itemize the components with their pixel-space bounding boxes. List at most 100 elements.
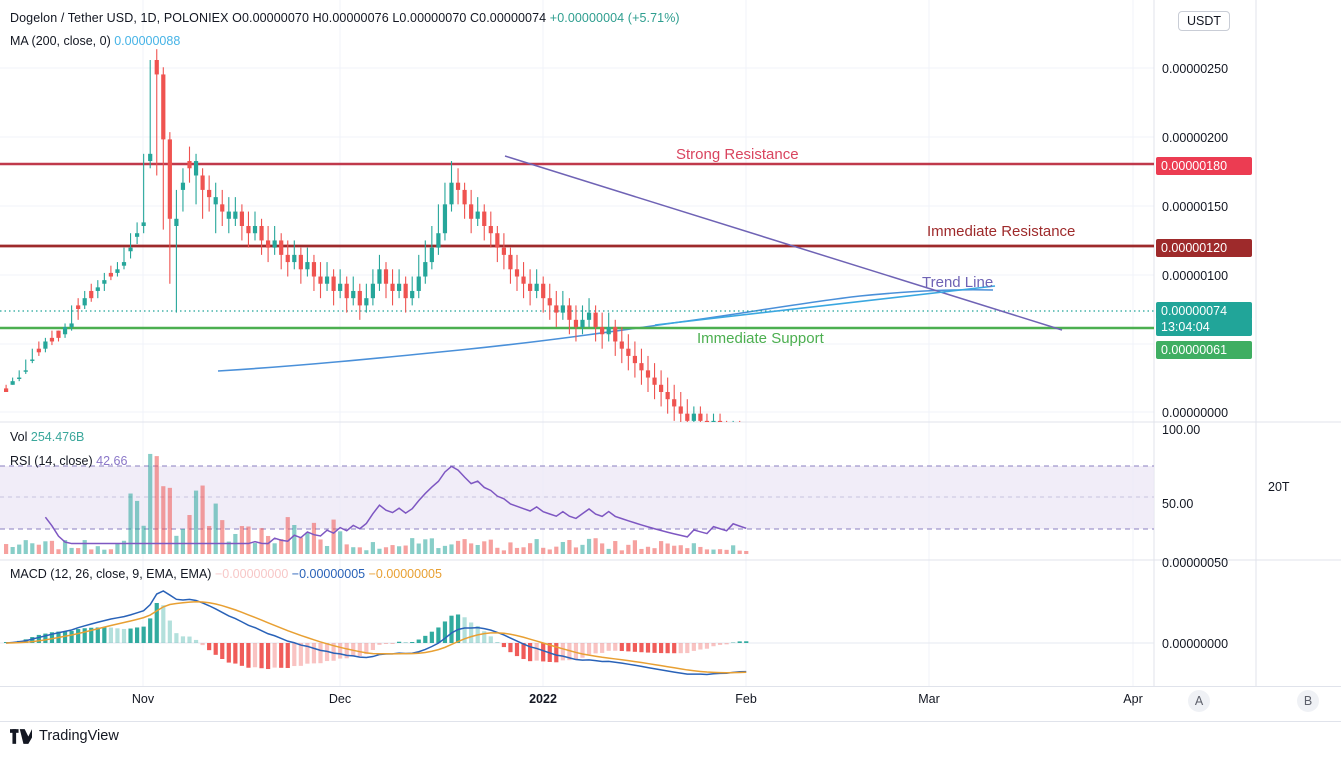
candle-body	[514, 269, 520, 277]
macd-label[interactable]: MACD (12, 26, close, 9, EMA, EMA)	[10, 567, 212, 581]
volume-bar	[239, 526, 244, 554]
volume-bar	[429, 538, 434, 554]
macd-histogram-bar	[148, 618, 153, 643]
macd-histogram-bar	[187, 636, 192, 643]
candle-body	[370, 283, 375, 299]
annotation-strong-resistance: Strong Resistance	[676, 146, 799, 163]
volume-bar	[691, 543, 696, 554]
candle-body	[351, 290, 356, 299]
volume-legend[interactable]: Vol 254.476B	[10, 430, 84, 444]
candle-body	[469, 204, 474, 219]
rsi-label[interactable]: RSI (14, close)	[10, 454, 93, 468]
annotation-immediate-resistance: Immediate Resistance	[927, 223, 1076, 240]
macd-histogram-bar	[691, 643, 696, 651]
main-legend[interactable]: Dogelon / Tether USD, 1D, POLONIEX O0.00…	[10, 11, 680, 25]
candle-body	[403, 283, 408, 299]
macd-histogram-bar	[659, 643, 664, 654]
time-scale-button-a[interactable]: A	[1188, 690, 1210, 712]
tradingview-wordmark: TradingView	[39, 728, 119, 744]
volume-bar	[82, 540, 87, 554]
candle-body	[547, 298, 552, 306]
volume-bar	[449, 544, 454, 554]
macd-signal-value: −0.00000005	[368, 567, 442, 581]
candle-body	[560, 305, 565, 313]
macd-histogram-bar	[95, 627, 100, 643]
macd-histogram-bar	[69, 631, 74, 643]
candle-body	[619, 341, 624, 349]
macd-legend[interactable]: MACD (12, 26, close, 9, EMA, EMA) −0.000…	[10, 567, 442, 581]
volume-bar	[30, 543, 35, 554]
candle-body	[213, 197, 218, 205]
volume-bar	[187, 515, 192, 554]
candle-body	[416, 276, 421, 291]
macd-histogram-bar	[403, 642, 408, 643]
candle-body	[390, 283, 395, 291]
volume-bar	[495, 547, 500, 554]
candle-body	[685, 413, 690, 421]
candle-body	[410, 290, 415, 299]
time-scale[interactable]: Nov Dec 2022 Feb Mar Apr A B	[0, 686, 1341, 722]
macd-histogram-bar	[108, 627, 113, 643]
candle-body	[226, 211, 231, 219]
volume-bar	[573, 547, 579, 554]
symbol-label[interactable]: Dogelon / Tether USD, 1D, POLONIEX	[10, 11, 229, 25]
macd-histogram-bar	[36, 634, 41, 643]
tradingview-mark-icon	[10, 728, 32, 744]
macd-histogram-bar	[717, 643, 723, 645]
candle-body	[246, 226, 251, 234]
candle-body	[462, 189, 467, 205]
volume-bar	[364, 550, 369, 554]
macd-histogram-bar	[744, 641, 749, 643]
candle-body	[56, 330, 61, 338]
currency-chip[interactable]: USDT	[1178, 11, 1231, 31]
immediate-resistance-price-tag: 0.00000120	[1156, 239, 1252, 257]
price-change: +0.00000004 (+5.71%)	[549, 11, 680, 25]
macd-histogram-bar	[279, 643, 284, 668]
macd-histogram-bar	[364, 643, 369, 655]
candle-body	[436, 233, 441, 248]
volume-bar	[324, 545, 330, 554]
volume-bar	[115, 543, 120, 554]
macd-histogram-bar	[82, 628, 87, 643]
macd-histogram-bar	[521, 643, 526, 660]
volume-bar	[344, 544, 349, 554]
candle-body	[580, 319, 585, 328]
rsi-legend[interactable]: RSI (14, close) 42.66	[10, 454, 127, 468]
price-scale[interactable]: USDT 0.00000250 0.00000200 0.00000150 0.000…	[1154, 0, 1272, 686]
volume-bar	[305, 532, 310, 554]
macd-histogram-bar	[357, 643, 362, 657]
macd-histogram-bar	[724, 643, 729, 645]
ma-legend[interactable]: MA (200, close, 0) 0.00000088	[10, 34, 180, 48]
volume-bar	[501, 550, 506, 554]
volume-bar	[233, 533, 238, 554]
volume-bar	[180, 528, 186, 554]
volume-bar	[416, 543, 421, 554]
macd-histogram-bar	[115, 628, 120, 643]
candle-body	[36, 348, 41, 353]
candle-body	[69, 323, 74, 328]
macd-histogram-bar	[462, 617, 467, 643]
ma-label[interactable]: MA (200, close, 0)	[10, 34, 111, 48]
price-tick: 50.00	[1162, 497, 1194, 511]
candle-body	[89, 290, 94, 299]
macd-histogram-bar	[89, 627, 94, 643]
macd-histogram-bar	[272, 643, 277, 668]
volume-bar	[279, 539, 284, 554]
candle-body	[121, 262, 127, 266]
candle-body	[586, 312, 592, 320]
macd-histogram-bar	[593, 643, 598, 654]
volume-label[interactable]: Vol	[10, 430, 28, 444]
candle-body	[272, 240, 277, 248]
macd-histogram-bar	[678, 643, 683, 654]
time-tick: Mar	[918, 692, 940, 706]
volume-bar	[167, 487, 172, 554]
volume-bar	[246, 526, 251, 554]
candle-body	[508, 254, 513, 270]
time-scale-button-b[interactable]: B	[1297, 690, 1319, 712]
macd-histogram-bar	[704, 643, 710, 649]
rsi-line	[44, 465, 747, 545]
macd-histogram-bar	[397, 641, 402, 643]
macd-histogram-bar	[102, 627, 107, 643]
macd-hist-value: −0.00000000	[214, 567, 289, 581]
macd-histogram-bar	[305, 643, 310, 664]
